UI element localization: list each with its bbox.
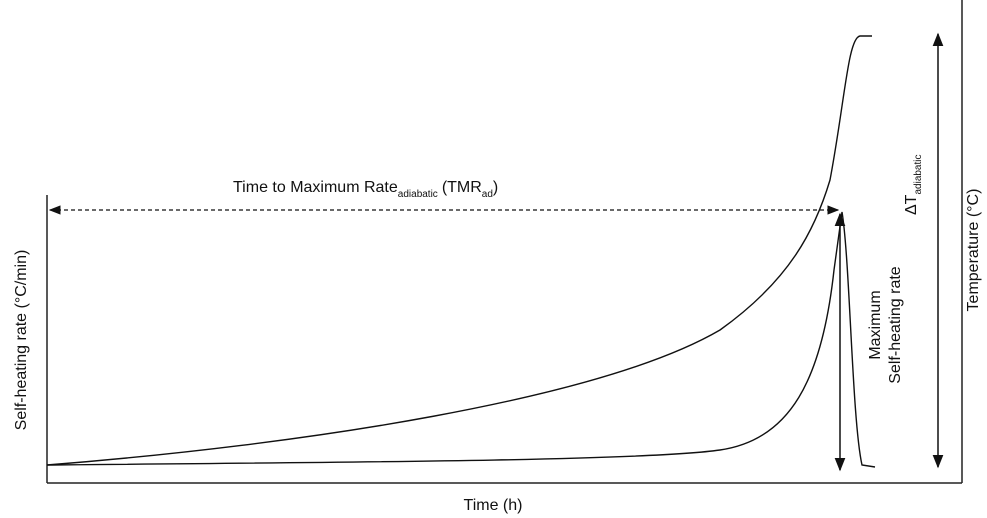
- tmr-sub: adiabatic: [398, 189, 438, 200]
- max-rate-line2: Self-heating rate: [887, 266, 904, 384]
- delta-t-text: ΔT: [903, 194, 920, 215]
- tmr-text2: (TMR: [442, 179, 482, 196]
- y-left-label: Self-heating rate (°C/min): [13, 250, 30, 431]
- tmr-sub2: ad: [482, 189, 493, 200]
- max-rate-line1: Maximum: [867, 290, 884, 359]
- x-label: Time (h): [464, 497, 523, 514]
- tmr-label: Time to Maximum Rateadiabatic (TMRad): [233, 179, 498, 200]
- delta-t-label: ΔTadiabatic: [903, 155, 924, 216]
- tmr-text3: ): [493, 179, 498, 196]
- y-right-label: Temperature (°C): [965, 189, 982, 312]
- delta-t-sub: adiabatic: [913, 155, 924, 195]
- rate-curve: [46, 211, 876, 468]
- temperature-curve: [46, 35, 872, 466]
- tmr-text: Time to Maximum Rate: [233, 179, 398, 196]
